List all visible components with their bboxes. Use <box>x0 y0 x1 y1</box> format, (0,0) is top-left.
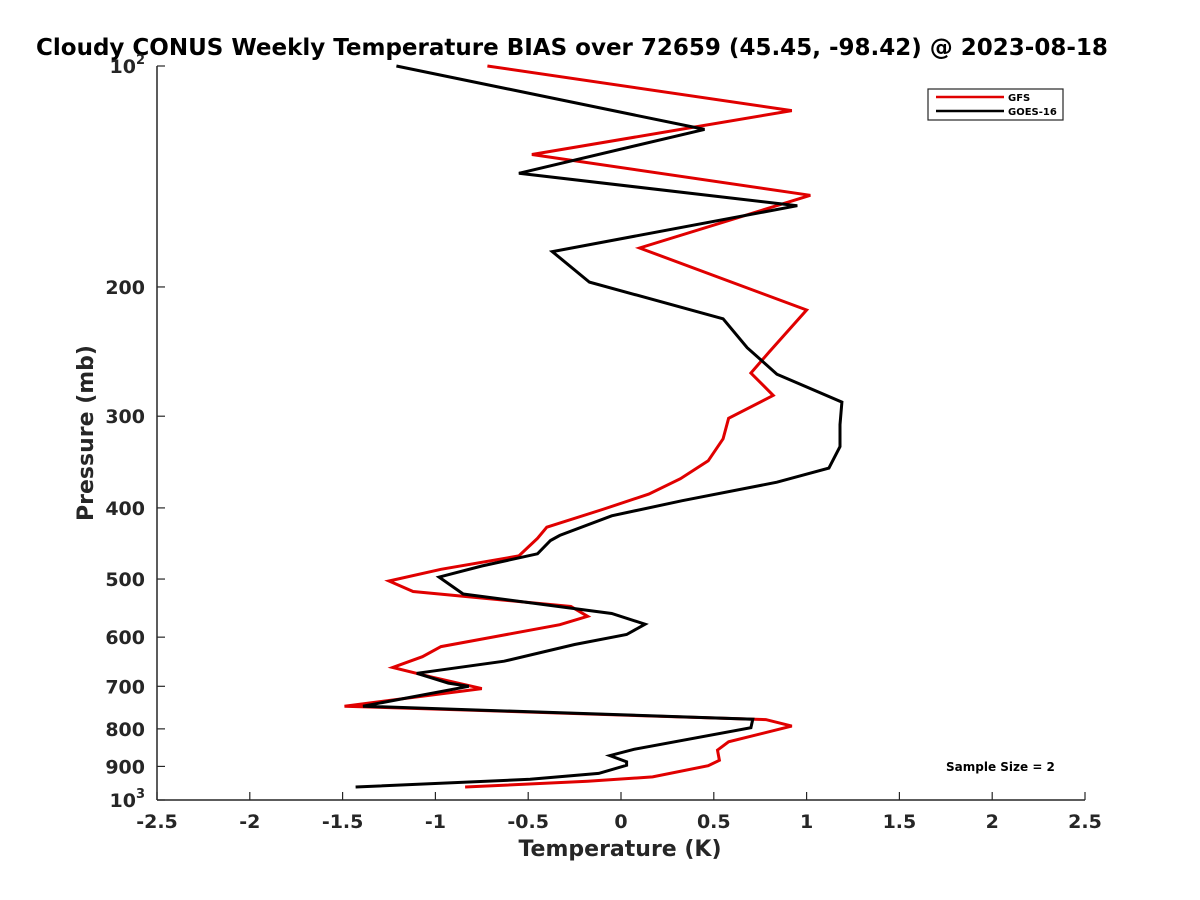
x-tick-label: 1.5 <box>883 811 917 833</box>
legend-box <box>927 88 1064 121</box>
axes: -2.5 -2 -1.5 -1 -0.5 0 0.5 1 1.5 2 2.5 102 200 300 400… <box>105 53 1102 833</box>
x-axis-label: Temperature (K) <box>518 837 721 862</box>
legend-label: GFS <box>1008 93 1030 104</box>
y-tick-label: 300 <box>105 406 145 428</box>
y-tick-label: 103 <box>110 787 146 812</box>
x-tick-label: 0.5 <box>697 811 731 833</box>
series-line-goes-16 <box>355 64 844 789</box>
x-tick-label: -1 <box>425 811 446 833</box>
y-tick-label: 600 <box>105 627 145 649</box>
x-tick-label: 1 <box>800 811 813 833</box>
series-layer <box>344 64 844 789</box>
y-axis-label: Pressure (mb) <box>74 345 99 521</box>
y-tick-label: 800 <box>105 719 145 741</box>
x-tick-label: 0 <box>614 811 627 833</box>
x-tick-label: -1.5 <box>322 811 364 833</box>
legend-label: GOES-16 <box>1008 107 1057 118</box>
series-line-gfs <box>344 64 811 789</box>
chart-title: Cloudy CONUS Weekly Temperature BIAS ove… <box>36 35 1108 61</box>
x-tick-label: -0.5 <box>507 811 549 833</box>
x-tick-label: 2.5 <box>1068 811 1102 833</box>
x-tick-label: -2 <box>239 811 260 833</box>
y-tick-label: 700 <box>105 676 145 698</box>
y-tick-label: 400 <box>105 498 145 520</box>
x-tick-label: -2.5 <box>136 811 178 833</box>
y-tick-label: 900 <box>105 756 145 778</box>
x-tick-label: 2 <box>986 811 999 833</box>
y-tick-label: 200 <box>105 277 145 299</box>
y-tick-label: 500 <box>105 569 145 591</box>
sample-size-annotation: Sample Size = 2 <box>946 760 1055 774</box>
y-tick-label: 102 <box>110 53 146 78</box>
legend: GFS GOES-16 <box>927 88 1064 121</box>
